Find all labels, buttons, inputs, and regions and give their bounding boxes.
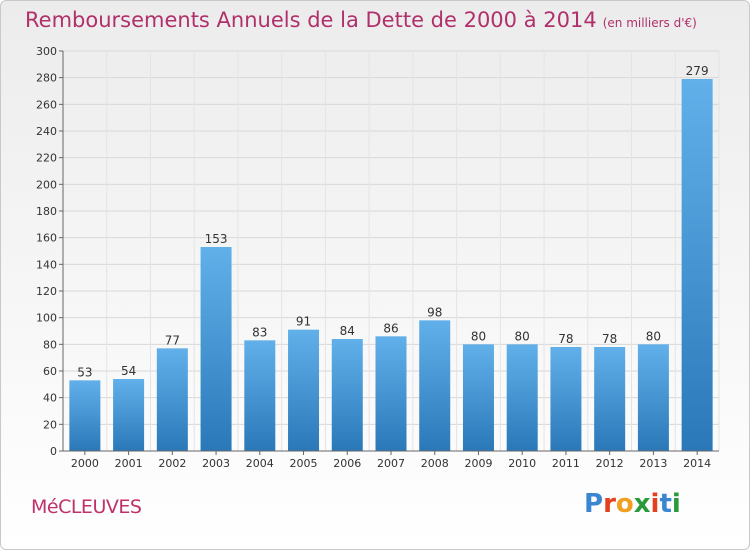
x-tick-label: 2008 [421, 457, 449, 470]
bar [506, 344, 538, 451]
bar [375, 336, 407, 451]
y-tick-label: 0 [50, 445, 57, 458]
data-label: 80 [515, 329, 530, 343]
bar [550, 347, 582, 451]
x-tick-label: 2000 [71, 457, 99, 470]
data-label: 77 [165, 333, 180, 347]
y-tick-label: 160 [36, 232, 57, 245]
logo-letter: i [671, 489, 681, 519]
data-label: 86 [383, 321, 398, 335]
bar [288, 329, 320, 451]
y-tick-label: 200 [36, 178, 57, 191]
data-label: 54 [121, 364, 136, 378]
chart-title: Remboursements Annuels de la Dette de 20… [25, 8, 697, 32]
x-tick-label: 2002 [158, 457, 186, 470]
bar [594, 347, 626, 451]
data-label: 98 [427, 305, 442, 319]
bar [69, 380, 101, 451]
x-tick-label: 2011 [552, 457, 580, 470]
y-tick-label: 220 [36, 152, 57, 165]
bar [331, 339, 363, 451]
x-tick-label: 2009 [464, 457, 492, 470]
data-label: 153 [205, 232, 228, 246]
data-label: 80 [471, 329, 486, 343]
bars: 53 54 77 153 83 91 84 86 98 80 80 78 78 80 279 [69, 64, 713, 451]
logo-letter: x [633, 489, 651, 519]
bar [637, 344, 669, 451]
data-label: 91 [296, 315, 311, 329]
y-tick-label: 180 [36, 205, 57, 218]
x-tick-label: 2007 [377, 457, 405, 470]
bar [200, 247, 232, 451]
bar [156, 348, 188, 451]
y-tick-label: 20 [43, 418, 57, 431]
y-tick-label: 120 [36, 285, 57, 298]
y-tick-label: 260 [36, 98, 57, 111]
y-tick-label: 300 [36, 45, 57, 58]
data-label: 80 [646, 329, 661, 343]
bar [419, 320, 451, 451]
data-label: 83 [252, 325, 267, 339]
y-tick-label: 280 [36, 72, 57, 85]
axes: 0 20 40 60 80 100 120 140 160 180 200 220 240 260 280 3… [36, 45, 719, 470]
x-tick-label: 2005 [290, 457, 318, 470]
x-tick-label: 2001 [115, 457, 143, 470]
x-tick-label: 2006 [333, 457, 361, 470]
y-tick-label: 240 [36, 125, 57, 138]
y-tick-label: 140 [36, 258, 57, 271]
x-tick-label: 2014 [683, 457, 711, 470]
proxiti-logo: Proxiti [584, 489, 681, 519]
y-tick-label: 100 [36, 312, 57, 325]
logo-letter: r [603, 489, 616, 519]
logo-letter: t [659, 489, 672, 519]
y-tick-label: 60 [43, 365, 57, 378]
y-tick-label: 80 [43, 338, 57, 351]
bar [462, 344, 494, 451]
data-label: 53 [77, 365, 92, 379]
data-label: 279 [686, 64, 709, 78]
x-tick-label: 2003 [202, 457, 230, 470]
x-tick-label: 2013 [639, 457, 667, 470]
x-tick-label: 2010 [508, 457, 536, 470]
bar [113, 379, 145, 451]
x-tick-label: 2012 [596, 457, 624, 470]
chart-subtitle: (en milliers d'€) [602, 16, 697, 30]
data-label: 84 [340, 324, 355, 338]
commune-name: MéCLEUVES [31, 496, 142, 518]
x-tick-label: 2004 [246, 457, 274, 470]
logo-letter: P [584, 489, 604, 519]
data-label: 78 [602, 332, 617, 346]
title-text: Remboursements Annuels de la Dette de 20… [25, 8, 597, 32]
y-tick-label: 40 [43, 392, 57, 405]
bar [681, 79, 713, 451]
data-label: 78 [558, 332, 573, 346]
bar [244, 340, 276, 451]
logo-letter: i [650, 489, 660, 519]
logo-letter: o [615, 489, 634, 519]
